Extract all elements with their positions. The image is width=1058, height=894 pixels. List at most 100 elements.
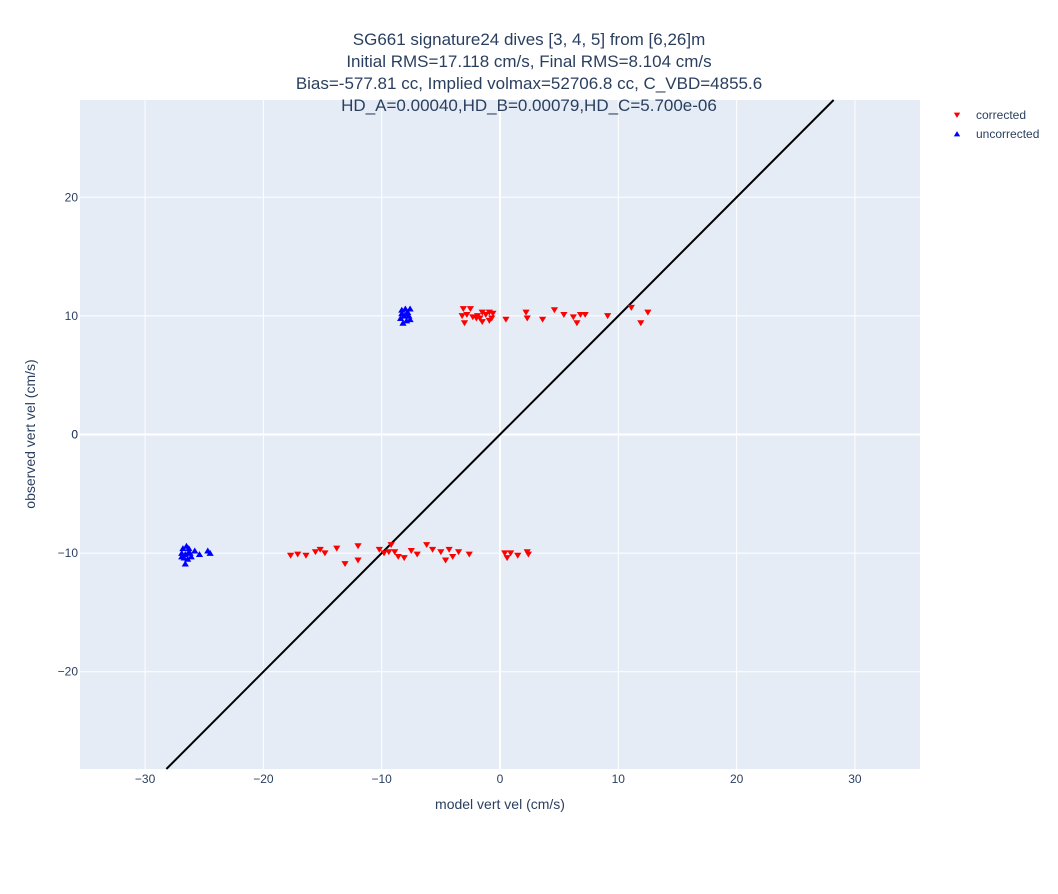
x-axis-title: model vert vel (cm/s) (435, 796, 565, 812)
data-point (449, 553, 457, 560)
legend-item-uncorrected[interactable]: uncorrected (953, 127, 1040, 141)
legend-marker (953, 131, 961, 137)
data-point (187, 553, 195, 560)
data-point (311, 549, 320, 556)
x-tick-label: −10 (372, 772, 393, 786)
data-point (191, 547, 199, 554)
data-point (321, 550, 329, 557)
data-point (445, 546, 453, 553)
y-tick-label: 0 (71, 428, 78, 442)
data-point (406, 316, 414, 323)
reference-line (165, 99, 835, 770)
data-point (354, 557, 362, 564)
data-point (460, 320, 469, 327)
data-point (407, 548, 415, 554)
data-point (387, 542, 395, 549)
data-point (644, 309, 652, 316)
y-tick-label: 0 (71, 428, 78, 442)
data-point (463, 311, 471, 318)
y-tick-label: −10 (58, 546, 79, 560)
data-point (184, 555, 192, 562)
y-tick-label: 10 (65, 309, 79, 323)
data-point (179, 545, 187, 552)
data-points (178, 304, 652, 568)
title-line: Bias=-577.81 cc, Implied volmax=52706.8 … (296, 74, 762, 93)
title-line: HD_A=0.00040,HD_B=0.00079,HD_C=5.700e-06 (341, 96, 717, 115)
data-point (397, 315, 405, 321)
data-point (428, 546, 437, 553)
data-point (406, 305, 414, 312)
data-point (333, 545, 341, 552)
legend[interactable]: corrected uncorrected (953, 108, 1040, 141)
data-point (637, 320, 645, 327)
data-point (581, 311, 589, 318)
data-point (185, 548, 193, 555)
data-point (524, 551, 532, 558)
data-point (604, 313, 612, 320)
legend-item-corrected[interactable]: corrected (953, 108, 1026, 122)
legend-marker (953, 112, 961, 118)
data-point (375, 546, 383, 553)
data-point (507, 550, 515, 557)
data-point (465, 551, 473, 558)
data-point (573, 320, 581, 327)
data-point (466, 306, 475, 313)
data-point (402, 310, 411, 317)
data-point (522, 309, 530, 316)
x-tick-label: 20 (730, 772, 744, 786)
data-point (394, 553, 402, 560)
data-point (485, 317, 493, 324)
data-point (538, 316, 547, 323)
data-point (502, 316, 510, 323)
data-point (503, 555, 511, 562)
data-point (185, 545, 193, 552)
data-point (401, 305, 409, 312)
data-point (569, 314, 577, 321)
data-point (627, 304, 635, 311)
data-point (472, 315, 480, 322)
data-point (354, 543, 362, 550)
data-point (294, 551, 302, 558)
data-point (181, 560, 189, 567)
data-point (458, 313, 466, 320)
data-point (478, 319, 486, 326)
data-point (380, 550, 388, 557)
data-point (501, 550, 509, 557)
identity-line (165, 99, 835, 770)
data-point (302, 552, 310, 559)
data-point (178, 553, 186, 560)
data-point (441, 557, 450, 564)
data-point (398, 310, 406, 317)
y-tick-label: 20 (65, 190, 79, 204)
title-line: Initial RMS=17.118 cm/s, Final RMS=8.104… (346, 52, 711, 71)
x-tick-label: −30 (135, 772, 156, 786)
series-corrected (286, 304, 652, 568)
data-point (399, 319, 407, 326)
data-point (286, 552, 295, 559)
x-tick-label: −20 (253, 772, 274, 786)
data-point (550, 307, 559, 314)
data-point (576, 311, 585, 318)
data-point (206, 549, 214, 556)
x-tick-label: 30 (848, 772, 862, 786)
data-point (391, 549, 399, 556)
x-tick-label: 0 (497, 772, 504, 786)
title-line: SG661 signature24 dives [3, 4, 5] from [… (353, 30, 705, 49)
data-point (341, 561, 349, 568)
data-point (423, 542, 431, 549)
data-point (489, 310, 497, 317)
data-point (523, 315, 531, 322)
chart-title: SG661 signature24 dives [3, 4, 5] from [… (296, 30, 762, 115)
data-point (560, 311, 568, 318)
data-point (437, 549, 445, 556)
data-point (482, 311, 490, 318)
data-point (454, 549, 463, 556)
y-axis-title: observed vert vel (cm/s) (22, 359, 38, 508)
series-uncorrected (178, 305, 414, 567)
data-point (385, 549, 393, 556)
y-tick-label: −20 (58, 665, 79, 679)
data-point (459, 306, 467, 313)
data-point (413, 551, 421, 558)
